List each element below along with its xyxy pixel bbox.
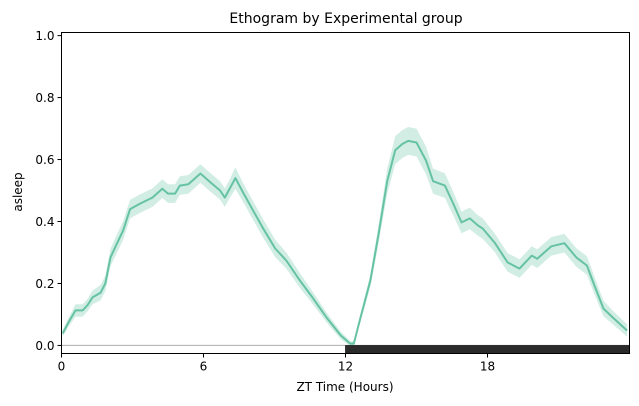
y-tick-label: 0.2 [35, 277, 54, 291]
x-axis-ticks: 0 6 12 18 [58, 353, 495, 374]
y-axis-ticks: 0.0 0.2 0.4 0.6 0.8 1.0 [35, 29, 62, 353]
x-tick-label: 18 [480, 360, 495, 374]
chart-title: Ethogram by Experimental group [229, 11, 462, 27]
plot-area [61, 127, 630, 354]
x-tick-label: 6 [200, 360, 208, 374]
mean-line [61, 139, 628, 345]
confidence-band [62, 127, 628, 347]
ld-segment-dark [345, 345, 630, 354]
y-tick-label: 0.0 [35, 339, 54, 353]
ld-segment-light [61, 345, 346, 354]
x-tick-label: 12 [338, 360, 353, 374]
y-axis-label: asleep [11, 172, 25, 211]
y-tick-label: 0.6 [35, 153, 54, 167]
light-dark-bar [61, 345, 630, 354]
y-tick-label: 0.4 [35, 215, 54, 229]
x-axis-label: ZT Time (Hours) [296, 380, 393, 394]
y-tick-label: 1.0 [35, 29, 54, 43]
x-tick-label: 0 [58, 360, 66, 374]
y-tick-label: 0.8 [35, 91, 54, 105]
